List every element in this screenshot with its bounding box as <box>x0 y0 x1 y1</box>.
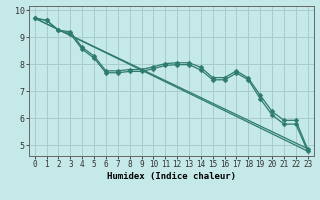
X-axis label: Humidex (Indice chaleur): Humidex (Indice chaleur) <box>107 172 236 181</box>
